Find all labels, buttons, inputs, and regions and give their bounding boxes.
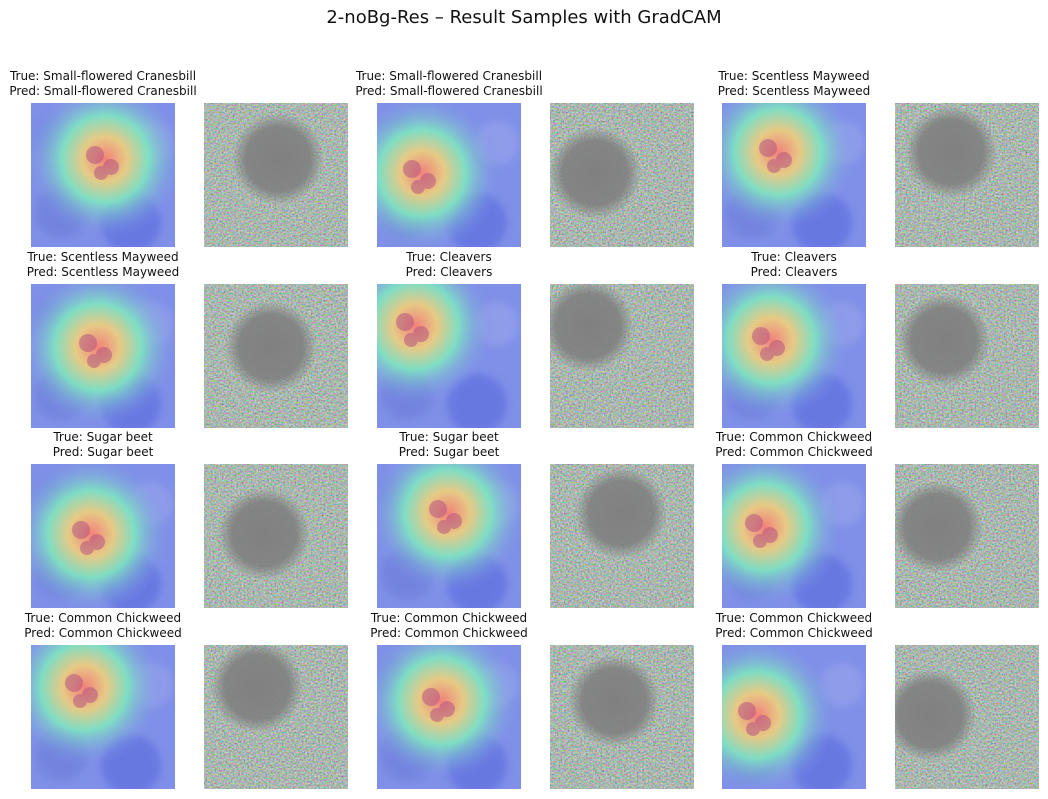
- gradcam-overlay-image: [31, 103, 175, 247]
- sample-caption: True: Common Chickweed Pred: Common Chick…: [0, 611, 223, 641]
- gradient-saliency-image: [204, 464, 348, 608]
- gradient-noise: [895, 645, 1039, 789]
- gradcam-overlay-image: [722, 464, 866, 608]
- gradcam-heatmap: [377, 284, 521, 428]
- gradient-saliency-image: [550, 284, 694, 428]
- gradient-noise: [550, 284, 694, 428]
- gradcam-heatmap: [377, 103, 521, 247]
- gradient-noise: [204, 464, 348, 608]
- pred-label: Pred: Sugar beet: [398, 445, 500, 459]
- gradient-saliency-image: [204, 284, 348, 428]
- gradcam-overlay-image: [722, 645, 866, 789]
- gradient-saliency-image: [204, 103, 348, 247]
- gradient-saliency-image: [895, 103, 1039, 247]
- gradient-saliency-image: [895, 284, 1039, 428]
- true-label: True: Sugar beet: [399, 430, 499, 444]
- gradcam-overlay-image: [377, 464, 521, 608]
- true-label: True: Scentless Mayweed: [718, 69, 870, 83]
- true-label: True: Small-flowered Cranesbill: [9, 69, 197, 83]
- pred-label: Pred: Scentless Mayweed: [26, 265, 180, 279]
- pred-label: Pred: Scentless Mayweed: [717, 84, 871, 98]
- pred-label: Pred: Cleavers: [750, 265, 838, 279]
- gradient-noise: [550, 103, 694, 247]
- gradcam-heatmap: [31, 464, 175, 608]
- gradient-saliency-image: [550, 103, 694, 247]
- gradient-saliency-image: [550, 645, 694, 789]
- sample-caption: True: Small-flowered Cranesbill Pred: Sma…: [329, 69, 569, 99]
- true-label: True: Small-flowered Cranesbill: [355, 69, 543, 83]
- gradcam-heatmap: [31, 103, 175, 247]
- gradcam-overlay-image: [377, 645, 521, 789]
- gradient-noise: [895, 103, 1039, 247]
- gradcam-heatmap: [377, 645, 521, 789]
- gradcam-overlay-image: [31, 464, 175, 608]
- pred-label: Pred: Cleavers: [405, 265, 493, 279]
- sample-caption: True: Scentless Mayweed Pred: Scentless M…: [0, 250, 223, 280]
- gradient-noise: [550, 464, 694, 608]
- pred-label: Pred: Common Chickweed: [715, 626, 873, 640]
- gradcam-heatmap: [722, 284, 866, 428]
- true-label: True: Sugar beet: [53, 430, 153, 444]
- true-label: True: Common Chickweed: [370, 611, 528, 625]
- sample-caption: True: Common Chickweed Pred: Common Chick…: [674, 611, 914, 641]
- gradient-noise: [204, 645, 348, 789]
- pred-label: Pred: Common Chickweed: [370, 626, 528, 640]
- pred-label: Pred: Common Chickweed: [715, 445, 873, 459]
- pred-label: Pred: Small-flowered Cranesbill: [9, 84, 197, 98]
- pred-label: Pred: Common Chickweed: [24, 626, 182, 640]
- gradcam-heatmap: [31, 645, 175, 789]
- sample-caption: True: Cleavers Pred: Cleavers: [674, 250, 914, 280]
- figure-title: 2-noBg-Res – Result Samples with GradCAM: [326, 7, 722, 28]
- sample-caption: True: Cleavers Pred: Cleavers: [329, 250, 569, 280]
- gradcam-heatmap: [722, 645, 866, 789]
- gradcam-overlay-image: [31, 284, 175, 428]
- sample-caption: True: Small-flowered Cranesbill Pred: Sma…: [0, 69, 223, 99]
- gradcam-heatmap: [722, 103, 866, 247]
- gradient-saliency-image: [204, 645, 348, 789]
- gradcam-overlay-image: [377, 284, 521, 428]
- sample-caption: True: Sugar beet Pred: Sugar beet: [329, 430, 569, 460]
- true-label: True: Common Chickweed: [24, 611, 182, 625]
- true-label: True: Scentless Mayweed: [27, 250, 179, 264]
- gradcam-heatmap: [722, 464, 866, 608]
- true-label: True: Cleavers: [751, 250, 837, 264]
- sample-caption: True: Scentless Mayweed Pred: Scentless M…: [674, 69, 914, 99]
- gradcam-overlay-image: [31, 645, 175, 789]
- gradient-noise: [895, 464, 1039, 608]
- gradient-noise: [895, 284, 1039, 428]
- gradient-saliency-image: [550, 464, 694, 608]
- pred-label: Pred: Sugar beet: [52, 445, 154, 459]
- sample-caption: True: Common Chickweed Pred: Common Chick…: [329, 611, 569, 641]
- gradcam-heatmap: [31, 284, 175, 428]
- pred-label: Pred: Small-flowered Cranesbill: [355, 84, 543, 98]
- true-label: True: Cleavers: [406, 250, 492, 264]
- true-label: True: Common Chickweed: [715, 611, 873, 625]
- gradcam-overlay-image: [377, 103, 521, 247]
- sample-caption: True: Common Chickweed Pred: Common Chick…: [674, 430, 914, 460]
- gradient-saliency-image: [895, 645, 1039, 789]
- gradient-noise: [204, 103, 348, 247]
- gradcam-overlay-image: [722, 284, 866, 428]
- gradcam-overlay-image: [722, 103, 866, 247]
- true-label: True: Common Chickweed: [715, 430, 873, 444]
- gradient-saliency-image: [895, 464, 1039, 608]
- gradcam-heatmap: [377, 464, 521, 608]
- sample-caption: True: Sugar beet Pred: Sugar beet: [0, 430, 223, 460]
- gradient-noise: [550, 645, 694, 789]
- gradient-noise: [204, 284, 348, 428]
